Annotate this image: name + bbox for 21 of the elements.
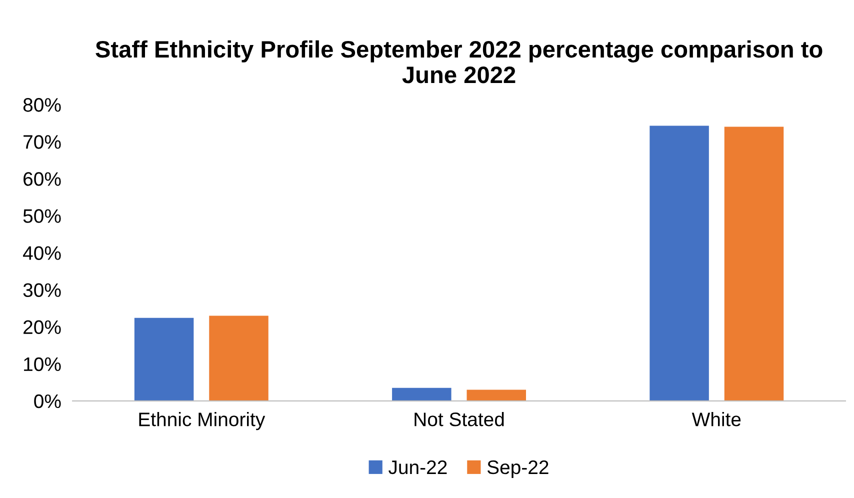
legend-label: Sep-22 (487, 460, 548, 478)
bar (650, 126, 709, 401)
legend-label: Jun-22 (388, 460, 447, 474)
y-tick-label: 10% (24, 357, 61, 372)
bar (392, 388, 452, 401)
x-tick-label: Ethnic Minority (139, 412, 266, 430)
x-tick-label: White (692, 412, 741, 426)
y-tick-label: 50% (23, 209, 61, 223)
y-tick-label: 60% (24, 172, 61, 186)
chart-title: Staff Ethnicity Profile September 2022 percentage comparison to June 2022 (96, 40, 822, 84)
y-tick-label: 70% (24, 135, 61, 149)
bar (209, 316, 268, 401)
bar (134, 318, 194, 401)
y-tick-label: 80% (23, 98, 61, 112)
y-tick-label: 40% (23, 246, 61, 260)
y-tick-label: 30% (23, 283, 61, 298)
x-tick-label: Not Stated (414, 412, 504, 426)
y-tick-label: 20% (24, 320, 61, 334)
bar (724, 126, 784, 401)
bar (466, 390, 526, 401)
y-tick-label: 0% (34, 394, 61, 408)
